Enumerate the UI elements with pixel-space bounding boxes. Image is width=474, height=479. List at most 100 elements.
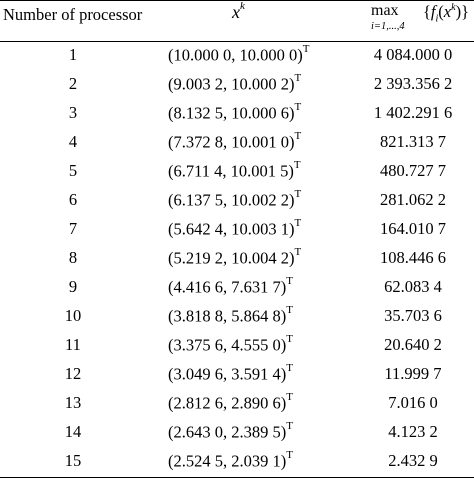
expr-f: f — [430, 2, 436, 21]
x-vector-value: (3.049 6, 3.591 4) — [168, 364, 287, 384]
cell-x-vector: (2.812 6, 2.890 6)T — [168, 391, 348, 414]
cell-max-value: 480.727 7 — [380, 161, 446, 180]
table-row: 6 (6.137 5, 10.002 2)T 281.062 2 — [0, 187, 474, 216]
transpose-mark: T — [294, 72, 302, 84]
cell-processor-number: 10 — [64, 306, 82, 325]
cell-x-vector: (6.137 5, 10.002 2)T — [168, 188, 348, 211]
transpose-mark: T — [294, 188, 302, 200]
cell-processor-number: 13 — [64, 393, 82, 412]
transpose-mark: T — [286, 391, 293, 403]
cell-max-value: 62.083 4 — [384, 277, 442, 296]
transpose-mark: T — [294, 217, 302, 229]
x-vector-value: (6.137 5, 10.002 2) — [168, 190, 295, 210]
transpose-mark: T — [286, 420, 293, 432]
cell-processor-number: 2 — [68, 74, 78, 93]
table-body: 1 (10.000 0, 10.000 0)T 4 084.000 0 2 (9.003… — [0, 42, 474, 477]
transpose-mark: T — [286, 449, 293, 461]
cell-x-vector: (9.003 2, 10.000 2)T — [168, 72, 348, 95]
x-vector-value: (2.812 6, 2.890 6) — [168, 393, 287, 413]
table-row: 8 (5.219 2, 10.004 2)T 108.446 6 — [0, 245, 474, 274]
table-row: 2 (9.003 2, 10.000 2)T 2 393.356 2 — [0, 71, 474, 100]
cell-x-vector: (3.375 6, 4.555 0)T — [168, 333, 348, 356]
x-vector-value: (3.818 8, 5.864 8) — [168, 306, 287, 326]
table-row: 7 (5.642 4, 10.003 1)T 164.010 7 — [0, 216, 474, 245]
cell-x-vector: (3.818 8, 5.864 8)T — [168, 304, 348, 327]
table-row: 5 (6.711 4, 10.001 5)T 480.727 7 — [0, 158, 474, 187]
top-rule — [0, 0, 474, 1]
cell-max-value: 11.999 7 — [384, 364, 442, 383]
x-vector-value: (2.524 5, 2.039 1) — [168, 451, 287, 471]
cell-x-vector: (8.132 5, 10.000 6)T — [168, 101, 348, 124]
x-vector-value: (2.643 0, 2.389 5) — [168, 422, 287, 442]
cell-max-value: 4 084.000 0 — [373, 45, 453, 64]
cell-max-value: 108.446 6 — [380, 248, 446, 267]
transpose-mark: T — [293, 159, 301, 171]
cell-processor-number: 5 — [68, 161, 78, 180]
transpose-mark: T — [294, 130, 302, 142]
cell-max-value: 821.313 7 — [380, 132, 446, 151]
table-row: 14 (2.643 0, 2.389 5)T 4.123 2 — [0, 419, 474, 448]
cell-x-vector: (7.372 8, 10.001 0)T — [168, 130, 348, 153]
cell-x-vector: (3.049 6, 3.591 4)T — [168, 362, 348, 385]
cell-max-value: 281.062 2 — [380, 190, 446, 209]
cell-processor-number: 15 — [64, 451, 82, 470]
cell-x-vector: (5.219 2, 10.004 2)T — [168, 246, 348, 269]
header-processor-number: Number of processor — [3, 5, 143, 24]
x-vector-value: (4.416 6, 7.631 7) — [168, 277, 287, 297]
cell-x-vector: (5.642 4, 10.003 1)T — [168, 217, 348, 240]
cell-max-value: 1 402.291 6 — [373, 103, 453, 122]
x-vector-value: (6.711 4, 10.001 5) — [168, 161, 294, 181]
expr-x: x — [443, 2, 452, 21]
table-row: 9 (4.416 6, 7.631 7)T 62.083 4 — [0, 274, 474, 303]
header-x-base: x — [232, 2, 240, 22]
header-max-expression: {fi(xk)} — [423, 1, 469, 25]
header-x-k: xk — [232, 0, 245, 23]
cell-max-value: 35.703 6 — [384, 306, 442, 325]
cell-max-value: 7.016 0 — [388, 393, 438, 412]
transpose-mark: T — [286, 275, 293, 287]
cell-x-vector: (6.711 4, 10.001 5)T — [168, 159, 348, 182]
table-row: 12 (3.049 6, 3.591 4)T 11.999 7 — [0, 361, 474, 390]
bottom-rule — [0, 477, 474, 478]
cell-processor-number: 8 — [68, 248, 78, 267]
header-x-sup: k — [240, 0, 245, 12]
cell-processor-number: 9 — [68, 277, 78, 296]
expr-open-brace: { — [423, 2, 431, 21]
cell-x-vector: (4.416 6, 7.631 7)T — [168, 275, 348, 298]
x-vector-value: (5.219 2, 10.004 2) — [168, 248, 295, 268]
transpose-mark: T — [286, 362, 293, 374]
table-row: 10 (3.818 8, 5.864 8)T 35.703 6 — [0, 303, 474, 332]
x-vector-value: (9.003 2, 10.000 2) — [168, 74, 295, 94]
table-row: 13 (2.812 6, 2.890 6)T 7.016 0 — [0, 390, 474, 419]
table-row: 1 (10.000 0, 10.000 0)T 4 084.000 0 — [0, 42, 474, 71]
expr-i: i — [435, 13, 439, 25]
expr-k: k — [451, 1, 456, 13]
table-row: 4 (7.372 8, 10.001 0)T 821.313 7 — [0, 129, 474, 158]
x-vector-value: (8.132 5, 10.000 6) — [168, 103, 295, 123]
x-vector-value: (3.375 6, 4.555 0) — [168, 335, 287, 355]
x-vector-value: (10.000 0, 10.000 0) — [168, 45, 303, 65]
table-header: Number of processor xk max i=1,...,4 {fi… — [0, 0, 474, 41]
cell-processor-number: 14 — [64, 422, 82, 441]
header-rule — [0, 41, 474, 42]
cell-max-value: 4.123 2 — [388, 422, 438, 441]
header-max-subscript: i=1,...,4 — [371, 21, 405, 32]
transpose-mark: T — [286, 333, 293, 345]
header-max-operator: max — [371, 2, 399, 19]
x-vector-value: (5.642 4, 10.003 1) — [168, 219, 295, 239]
table-row: 15 (2.524 5, 2.039 1)T 2.432 9 — [0, 448, 474, 477]
table-row: 3 (8.132 5, 10.000 6)T 1 402.291 6 — [0, 100, 474, 129]
cell-max-value: 2.432 9 — [388, 451, 438, 470]
cell-processor-number: 4 — [68, 132, 78, 151]
cell-x-vector: (2.643 0, 2.389 5)T — [168, 420, 348, 443]
cell-processor-number: 3 — [68, 103, 78, 122]
cell-processor-number: 11 — [65, 335, 81, 354]
transpose-mark: T — [294, 101, 302, 113]
table-row: 11 (3.375 6, 4.555 0)T 20.640 2 — [0, 332, 474, 361]
cell-max-value: 2 393.356 2 — [373, 74, 453, 93]
expr-close: )} — [455, 2, 469, 21]
cell-x-vector: (10.000 0, 10.000 0)T — [168, 43, 348, 66]
cell-processor-number: 12 — [64, 364, 82, 383]
cell-max-value: 20.640 2 — [384, 335, 442, 354]
